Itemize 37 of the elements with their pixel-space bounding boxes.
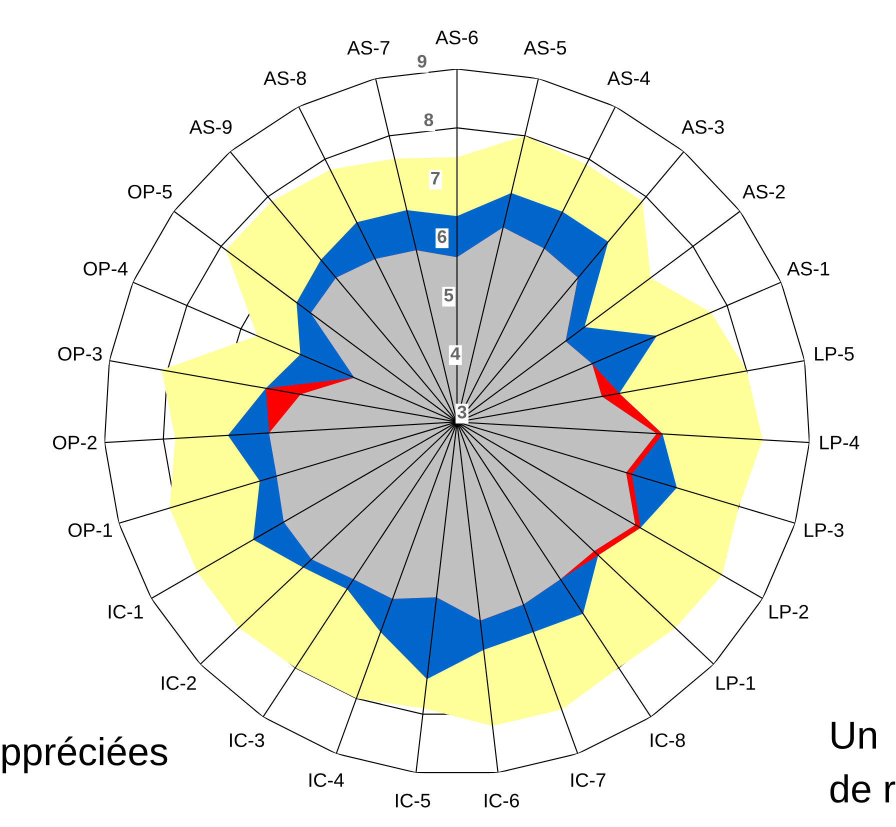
spoke-label: IC-2: [162, 676, 196, 690]
spoke-label: IC-6: [484, 794, 519, 808]
spoke-label: LP-4: [820, 436, 860, 450]
y-tick-label: 3: [457, 406, 466, 418]
spoke-label: IC-3: [230, 733, 264, 748]
spoke-label: OP-3: [58, 346, 102, 361]
spoke-label: IC-7: [571, 773, 606, 787]
spoke-label: AS-7: [347, 40, 390, 55]
spoke-label: AS-6: [435, 30, 478, 44]
text: Un: [832, 722, 876, 750]
spoke-label: OP-2: [53, 436, 97, 450]
y-tick-label: 5: [444, 288, 454, 302]
spoke-label: AS-3: [682, 120, 724, 134]
y-tick-label: 4: [450, 347, 460, 360]
spoke-label: LP-5: [815, 347, 854, 361]
spoke-label: OP-5: [128, 184, 172, 199]
spoke-label: OP-1: [68, 523, 112, 538]
y-tick-label: 6: [438, 230, 446, 244]
spoke-label: IC-1: [108, 604, 143, 619]
spoke-label: LP-2: [770, 604, 808, 618]
spoke-label: AS-9: [189, 120, 232, 134]
spoke-label: IC-5: [396, 794, 430, 808]
spoke-label: AS-2: [742, 184, 785, 199]
spoke-label: AS-8: [264, 71, 306, 86]
text: de r: [830, 774, 896, 803]
spoke-label: IC-8: [650, 733, 685, 748]
spoke-label: LP-3: [804, 523, 844, 538]
spoke-label: OP-4: [84, 262, 128, 276]
y-tick-label: 9: [418, 54, 426, 68]
spoke-label: AS-4: [607, 71, 650, 86]
spoke-label: AS-1: [786, 262, 830, 276]
y-tick-label: 8: [424, 113, 434, 126]
spoke-label: LP-1: [716, 676, 756, 690]
spoke-label: IC-4: [309, 773, 344, 787]
y-tick-label: 7: [431, 172, 440, 184]
text: ppréciées: [2, 736, 168, 774]
spoke-label: AS-5: [524, 40, 566, 55]
